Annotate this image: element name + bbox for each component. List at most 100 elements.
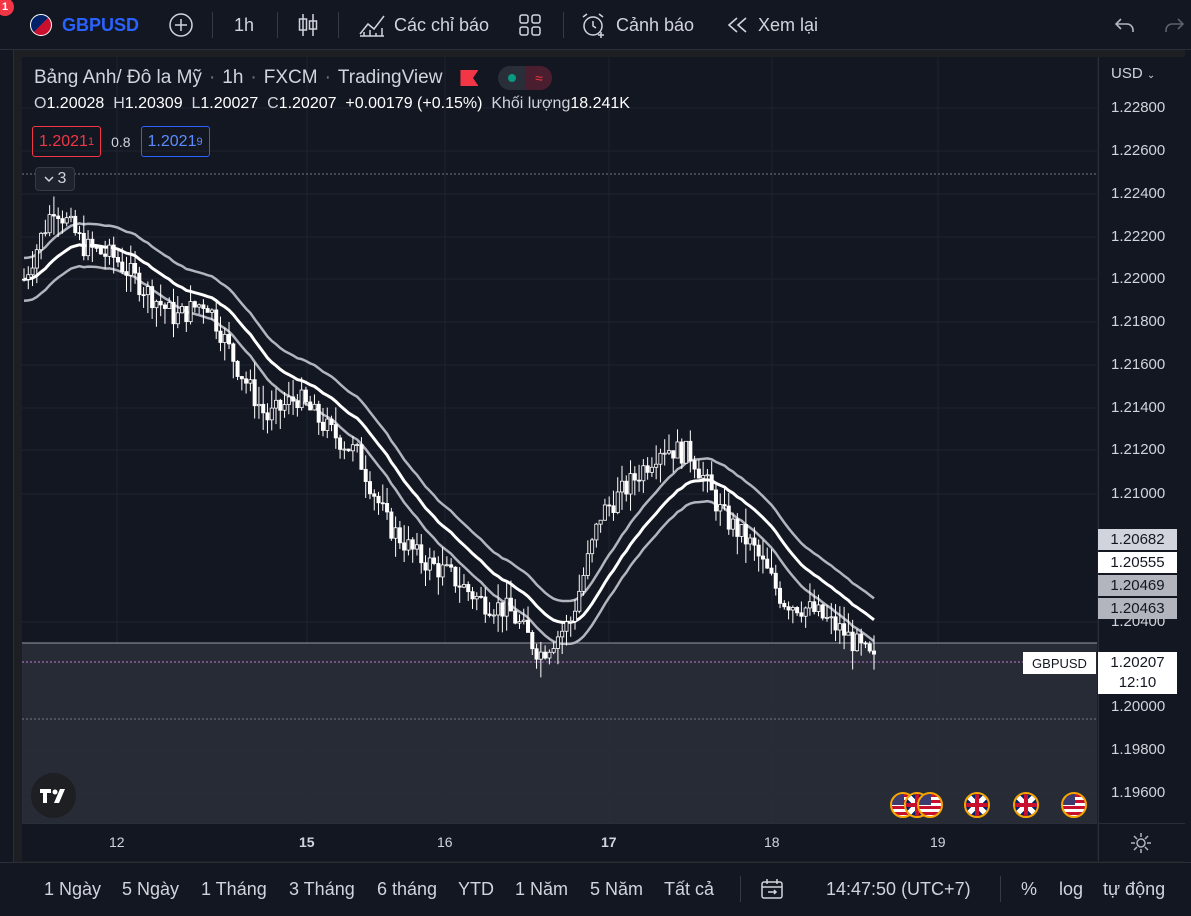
candle: [124, 256, 129, 292]
uk-event-icon[interactable]: [964, 792, 990, 818]
layouts-button[interactable]: [518, 0, 542, 50]
interval-button[interactable]: 1h: [234, 14, 255, 35]
candle: [222, 327, 227, 361]
price-scale[interactable]: USD ⌄ 1.22800 1.22600 1.22400 1.22200 1.2200…: [1098, 57, 1185, 823]
range-button[interactable]: 6 tháng: [377, 878, 438, 899]
auto-scale-toggle[interactable]: tự động: [1103, 878, 1166, 899]
candle: [51, 196, 56, 235]
candle: [278, 398, 283, 429]
time-tick-label: 17: [601, 834, 617, 850]
rewind-icon: [727, 17, 747, 33]
price-chart[interactable]: [22, 57, 1097, 823]
legend-name: Bảng Anh/ Đô la Mỹ: [34, 67, 202, 88]
range-button[interactable]: YTD: [458, 878, 494, 899]
candle: [427, 547, 432, 581]
candle: [649, 457, 654, 477]
candle: [530, 630, 535, 655]
alerts-button[interactable]: Cảnh báo: [580, 0, 694, 50]
candle: [645, 457, 650, 480]
candle: [39, 231, 44, 260]
candle: [859, 628, 864, 656]
currency-selector[interactable]: USD ⌄: [1111, 65, 1156, 82]
percent-scale-toggle[interactable]: %: [1021, 878, 1038, 899]
chart-pane[interactable]: Bảng Anh/ Đô la Mỹ · 1h · FXCM · Trading…: [22, 57, 1097, 823]
range-button[interactable]: 1 Năm: [515, 878, 569, 899]
candle: [577, 574, 582, 614]
buy-button[interactable]: 1.2021 9: [140, 126, 210, 157]
undo-button[interactable]: [1114, 0, 1136, 50]
chart-settings-corner[interactable]: [1098, 823, 1185, 861]
candle: [115, 248, 120, 268]
candle: [684, 440, 689, 464]
candle: [662, 439, 667, 466]
candle: [154, 299, 159, 327]
chart-type-button[interactable]: [296, 0, 320, 50]
log-scale-toggle[interactable]: log: [1059, 878, 1084, 899]
indicators-button[interactable]: Các chỉ báo: [358, 0, 489, 50]
candle: [743, 508, 748, 563]
candle: [380, 484, 385, 511]
candle: [521, 608, 526, 625]
range-button[interactable]: 3 Tháng: [289, 878, 355, 899]
candle: [479, 586, 484, 599]
candle: [496, 584, 501, 632]
candle: [111, 236, 116, 274]
us-event-icon[interactable]: [917, 792, 943, 818]
candle: [316, 400, 321, 435]
candle: [739, 524, 744, 543]
symbol-search-button[interactable]: GBPUSD: [30, 0, 139, 50]
collapse-indicators-button[interactable]: 3: [35, 167, 75, 191]
candle: [34, 244, 39, 284]
candle: [180, 303, 185, 314]
market-status-pill[interactable]: ≈: [498, 66, 553, 90]
candle: [128, 245, 133, 292]
symbol-price-label: GBPUSD: [1023, 652, 1096, 674]
notification-badge[interactable]: 1: [0, 0, 14, 16]
time-tick-label: 16: [437, 834, 453, 850]
data-delay-icon: ≈: [525, 66, 553, 90]
range-button[interactable]: 1 Tháng: [201, 878, 267, 899]
candle: [436, 556, 441, 595]
redo-button[interactable]: [1163, 0, 1185, 50]
candle: [654, 445, 659, 480]
change-value: +0.00179 (+0.15%): [345, 95, 483, 112]
candle: [274, 388, 279, 425]
range-button[interactable]: 5 Năm: [590, 878, 644, 899]
candle: [329, 415, 334, 432]
range-button[interactable]: 1 Ngày: [44, 878, 102, 899]
goto-date-button[interactable]: [760, 862, 786, 916]
candle: [103, 240, 108, 269]
candle: [30, 251, 35, 287]
candle: [81, 215, 86, 261]
candle: [833, 604, 838, 642]
time-scale[interactable]: 12 15 16 17 18 19: [22, 823, 1097, 861]
candle: [295, 394, 300, 417]
range-button[interactable]: Tất cả: [664, 878, 715, 899]
symbol-name: GBPUSD: [62, 14, 140, 35]
candle: [145, 281, 150, 314]
candle: [248, 369, 253, 392]
candle: [825, 604, 830, 622]
uk-event-icon[interactable]: [1013, 792, 1039, 818]
range-button[interactable]: 5 Ngày: [122, 878, 180, 899]
timezone-clock[interactable]: 14:47:50 (UTC+7): [826, 878, 971, 899]
candle: [303, 386, 308, 406]
candle: [47, 205, 52, 237]
tradingview-logo[interactable]: [31, 773, 76, 818]
flag-icon[interactable]: [460, 70, 479, 86]
candle: [820, 603, 825, 621]
ohlc-values: O1.20028 H1.20309 L1.20027 C1.20207 +0.0…: [34, 95, 630, 112]
candle: [440, 547, 445, 586]
sell-button[interactable]: 1.2021 1: [32, 126, 102, 157]
compare-symbol-button[interactable]: [168, 0, 194, 50]
time-tick-label: 19: [930, 834, 946, 850]
us-event-icon[interactable]: [1061, 792, 1087, 818]
left-drawing-toolbar: [0, 50, 14, 862]
series-legend[interactable]: Bảng Anh/ Đô la Mỹ · 1h · FXCM · Trading…: [34, 66, 553, 90]
replay-button[interactable]: Xem lại: [726, 0, 818, 50]
settings-gear-icon[interactable]: [1130, 832, 1152, 854]
candle: [474, 592, 479, 611]
candle: [551, 642, 556, 655]
candle: [308, 395, 313, 411]
price-tick-label: 1.22400: [1111, 185, 1166, 202]
